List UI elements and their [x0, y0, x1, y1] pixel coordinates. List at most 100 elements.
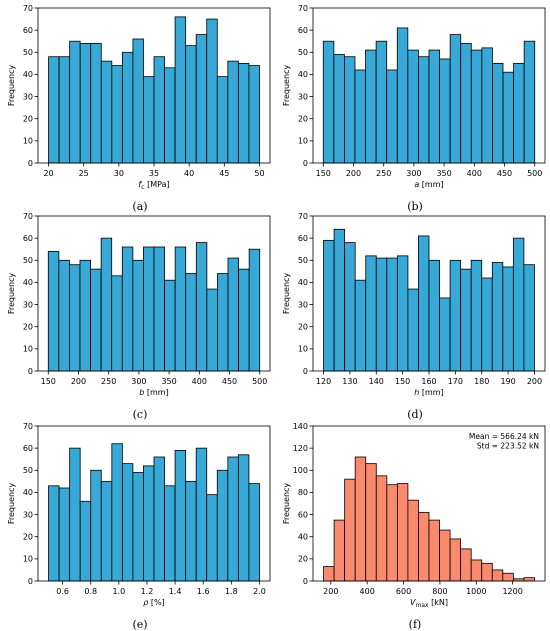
x-tick-label: 170 [448, 377, 463, 386]
histogram-bar [227, 60, 239, 164]
chart-panel-e: 0.6 0.8 1.0 1.2 1.4 1.6 1.8 2.0 0 10 20 30 40 50 60 70 ρ… [5, 420, 275, 631]
histogram-bar [79, 500, 92, 582]
x-tick-label: 180 [474, 377, 489, 386]
x-tick-label: 1200 [502, 587, 522, 596]
x-tick-label: 1.0 [112, 587, 125, 596]
histogram-bar [481, 47, 493, 164]
histogram-bar [121, 51, 134, 164]
histogram-bar [354, 69, 366, 164]
x-tick-label: 300 [131, 377, 146, 386]
axes-frame [37, 425, 271, 582]
histogram-bar [470, 49, 483, 164]
x-tick-label: 1.2 [141, 587, 154, 596]
histogram-bar [174, 16, 187, 164]
histogram-bar [174, 246, 187, 372]
histogram-bar [185, 45, 197, 164]
y-tick-label: 60 [298, 510, 308, 519]
chart-svg-c: 150 200 250 300 350 400 450 500 0 10 20 30 40 50 60 70 b… [7, 212, 271, 397]
y-axis-label: Frequency [7, 273, 16, 315]
y-tick-label: 20 [298, 323, 308, 332]
x-tick-label: 500 [252, 377, 267, 386]
x-tick-label: 250 [101, 377, 116, 386]
x-tick-label: 140 [369, 377, 384, 386]
y-tick-label: 50 [298, 48, 308, 57]
x-axis-label: ρ [%] [143, 598, 164, 607]
histogram-bar [206, 18, 218, 164]
histogram-bar [449, 259, 462, 372]
panel-caption: (b) [407, 200, 423, 213]
y-tick-label: 50 [23, 256, 33, 265]
histogram-bar [428, 519, 440, 582]
x-tick-label: 0.6 [56, 587, 69, 596]
histogram-bar [481, 562, 493, 582]
y-tick-label: 40 [298, 70, 308, 79]
y-tick-label: 0 [303, 367, 308, 376]
histogram-bar [523, 577, 535, 582]
histogram-bar [333, 519, 346, 582]
histogram-bar [323, 239, 335, 372]
histogram-bar [386, 257, 398, 372]
y-tick-label: 0 [28, 367, 33, 376]
x-tick-label: 30 [114, 169, 124, 178]
histogram-bar [365, 255, 377, 372]
x-tick-label: 35 [149, 169, 159, 178]
histogram-bar [428, 49, 440, 164]
histogram-bar [48, 485, 60, 582]
histogram-bar [396, 255, 409, 372]
histogram-bar [439, 58, 451, 164]
histogram-bar [132, 259, 144, 372]
y-tick-label: 20 [298, 115, 308, 124]
chart-panel-c: 150 200 250 300 350 400 450 500 0 10 20 30 40 50 60 70 b… [5, 210, 275, 421]
x-axis-label: fc [MPa] [138, 180, 169, 191]
chart-svg-a: 20 25 30 35 40 45 50 0 10 20 30 40 50 60 70 fc [MPa] Fre… [7, 4, 271, 191]
x-tick-label: 200 [323, 587, 338, 596]
histogram-bar [69, 40, 81, 164]
y-tick-label: 40 [23, 488, 33, 497]
histogram-bar [185, 273, 197, 372]
y-tick-label: 20 [298, 555, 308, 564]
histogram-bar [523, 40, 536, 164]
histogram-bar [375, 475, 388, 582]
chart-svg-f: 200 400 600 800 1000 1200 0 20 40 60 80 100 120 140 Vm… [282, 422, 546, 609]
y-tick-label: 70 [23, 4, 33, 13]
histogram-bar [111, 65, 123, 164]
histogram-bar [460, 268, 472, 372]
x-tick-label: 0.8 [84, 587, 97, 596]
x-axis-label: Vmax [kN] [410, 598, 448, 609]
y-tick-label: 20 [23, 533, 33, 542]
histogram-bar [48, 56, 60, 164]
x-tick-label: 20 [43, 169, 53, 178]
y-axis-label: Frequency [7, 65, 16, 107]
stats-annotation: Std = 223.52 kN [477, 442, 539, 451]
y-tick-label: 0 [303, 159, 308, 168]
histogram-bar [354, 456, 367, 582]
histogram-bar [90, 469, 102, 582]
histogram-bar [216, 469, 229, 582]
panel-caption: (a) [132, 200, 148, 213]
y-tick-label: 0 [28, 577, 33, 586]
y-tick-label: 10 [298, 137, 308, 146]
y-axis-label: Frequency [282, 65, 291, 107]
x-tick-label: 40 [184, 169, 194, 178]
histogram-bar [90, 268, 102, 372]
histogram-bar [79, 259, 91, 372]
x-axis-label: h [mm] [414, 388, 443, 397]
histogram-bar [153, 246, 165, 372]
histogram-bar [470, 259, 483, 372]
y-tick-label: 30 [298, 300, 308, 309]
x-tick-label: 160 [421, 377, 436, 386]
histogram-bar [121, 246, 134, 372]
x-tick-label: 150 [41, 377, 56, 386]
y-tick-label: 140 [293, 422, 308, 431]
histogram-bar [47, 251, 60, 372]
histogram-bar [100, 237, 113, 372]
histogram-bar [69, 447, 81, 582]
x-tick-label: 350 [436, 169, 451, 178]
x-tick-label: 200 [527, 377, 542, 386]
y-tick-label: 20 [23, 115, 33, 124]
histogram-bar [491, 262, 504, 372]
histogram-bar [164, 279, 176, 372]
histogram-bar [195, 34, 208, 164]
panel-caption: (d) [407, 408, 423, 421]
y-tick-label: 60 [298, 234, 308, 243]
